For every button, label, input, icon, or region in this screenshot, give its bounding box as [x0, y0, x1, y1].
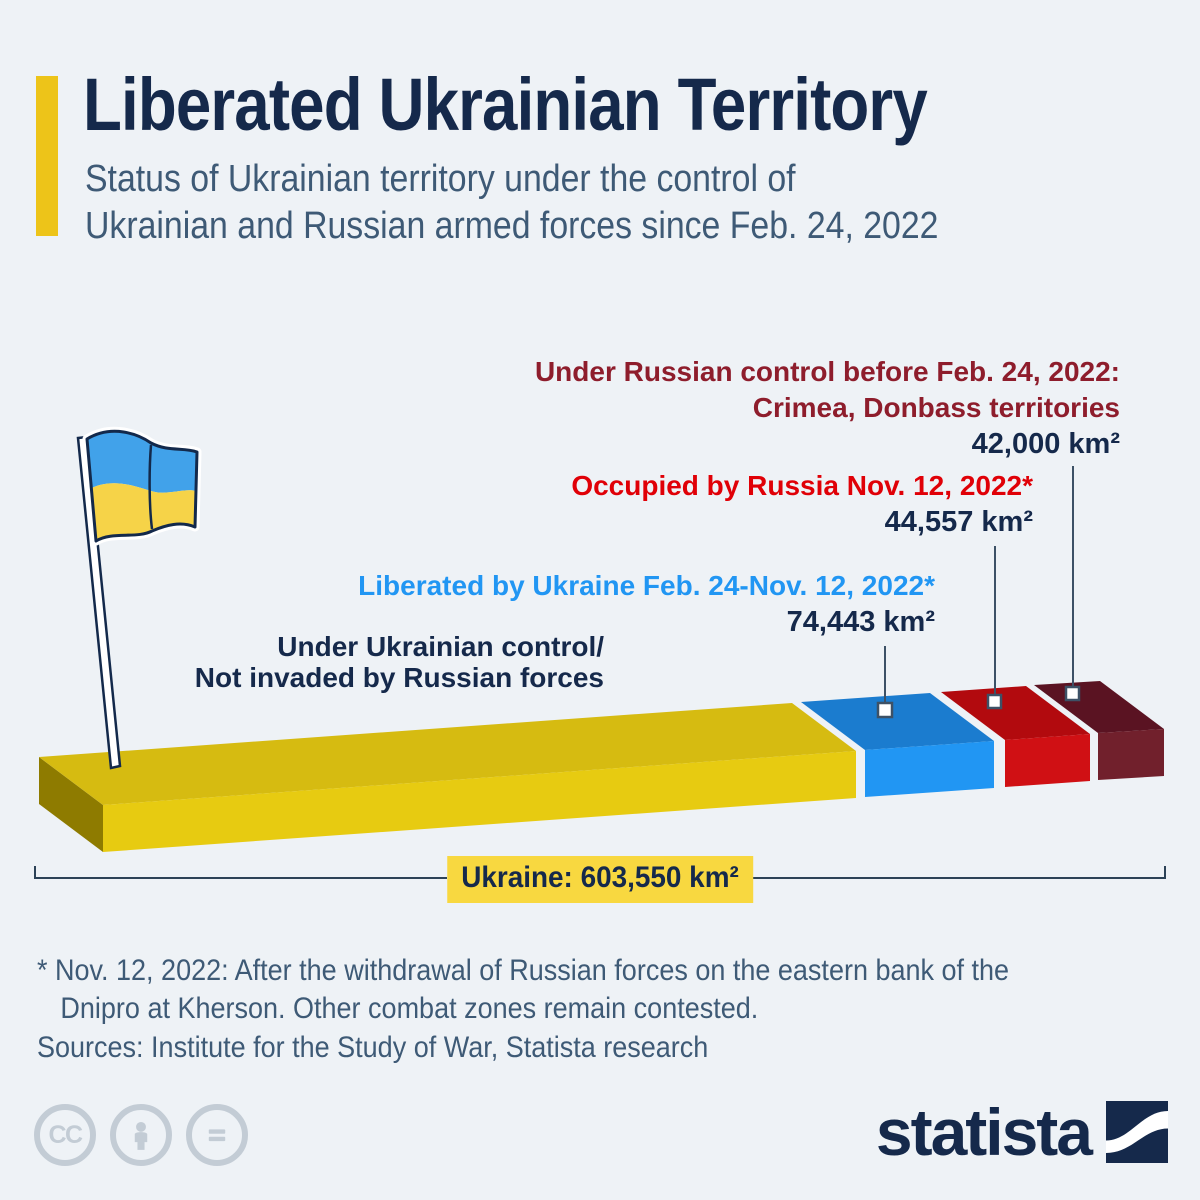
annotation-liberated: Liberated by Ukraine Feb. 24-Nov. 12, 20…: [358, 568, 935, 640]
yellow-front-face: [103, 751, 856, 852]
flag-fold-line: [148, 444, 154, 530]
equals-icon: [208, 1129, 226, 1142]
ukraine-flag: [76, 426, 202, 770]
statista-logo[interactable]: statista: [876, 1099, 1168, 1165]
annotation-russian-before-value: 42,000 km²: [971, 428, 1120, 460]
footnote-line2: Dnipro at Kherson. Other combat zones re…: [60, 992, 759, 1025]
yellow-left-face: [39, 757, 103, 852]
flag-yellow-stripe: [90, 483, 196, 541]
blue-top-face: [801, 693, 994, 750]
marker-russian-before: [1064, 685, 1081, 702]
logo-swoosh: [1106, 1111, 1168, 1153]
annotation-ukrainian-control: Under Ukrainian control/ Not invaded by …: [195, 631, 604, 693]
annotation-russian-before-line2: Crimea, Donbass territories: [752, 392, 1120, 423]
marker-occupied: [986, 693, 1003, 710]
blue-front-face: [865, 741, 994, 797]
chart-subtitle-line1: Status of Ukrainian territory under the …: [85, 158, 796, 200]
darkred-front-face: [1098, 729, 1164, 780]
title-accent-bar: [36, 76, 58, 236]
bar-segment-occupied: [941, 686, 1090, 787]
flag-outline: [85, 429, 199, 543]
total-bracket-left: [34, 866, 447, 879]
bar-segment-ukrainian-control: [39, 703, 856, 852]
person-icon: [134, 1121, 148, 1150]
total-bracket-right: [753, 866, 1166, 879]
footnote-line1: * Nov. 12, 2022: After the withdrawal of…: [37, 954, 1010, 987]
statista-wordmark: statista: [875, 1095, 1093, 1169]
yellow-top-face: [39, 703, 856, 805]
annotation-ukrainian-control-line1: Under Ukrainian control/: [277, 631, 604, 662]
chart-title: Liberated Ukrainian Territory: [83, 63, 928, 146]
chart-subtitle: Status of Ukrainian territory under the …: [85, 156, 938, 250]
cc-letters: CC: [48, 1120, 83, 1149]
marker-liberated: [876, 701, 894, 719]
footnote: * Nov. 12, 2022: After the withdrawal of…: [37, 952, 1009, 1028]
bar-segment-liberated: [801, 693, 994, 797]
license-icons: CC: [34, 1104, 248, 1166]
red-top-face: [941, 686, 1090, 740]
cc-license-icon[interactable]: CC: [34, 1104, 96, 1166]
sources-line: Sources: Institute for the Study of War,…: [37, 1031, 709, 1064]
annotation-occupied: Occupied by Russia Nov. 12, 2022* 44,557…: [571, 468, 1033, 540]
annotation-occupied-label: Occupied by Russia Nov. 12, 2022*: [571, 470, 1033, 501]
annotation-russian-before-line1: Under Russian control before Feb. 24, 20…: [534, 356, 1120, 387]
flag-blue-stripe: [87, 431, 197, 493]
total-area-badge: Ukraine: 603,550 km²: [447, 856, 753, 903]
annotation-ukrainian-control-line2: Not invaded by Russian forces: [194, 662, 604, 693]
cc-attribution-icon[interactable]: [110, 1104, 172, 1166]
red-front-face: [1005, 734, 1090, 787]
annotation-liberated-label: Liberated by Ukraine Feb. 24-Nov. 12, 20…: [358, 570, 935, 601]
annotation-russian-before: Under Russian control before Feb. 24, 20…: [535, 354, 1120, 462]
annotation-liberated-value: 74,443 km²: [786, 606, 935, 638]
chart-subtitle-line2: Ukrainian and Russian armed forces since…: [85, 205, 939, 247]
statista-logo-mark: [1106, 1101, 1168, 1163]
annotation-occupied-value: 44,557 km²: [884, 506, 1033, 538]
cc-nd-icon[interactable]: [186, 1104, 248, 1166]
